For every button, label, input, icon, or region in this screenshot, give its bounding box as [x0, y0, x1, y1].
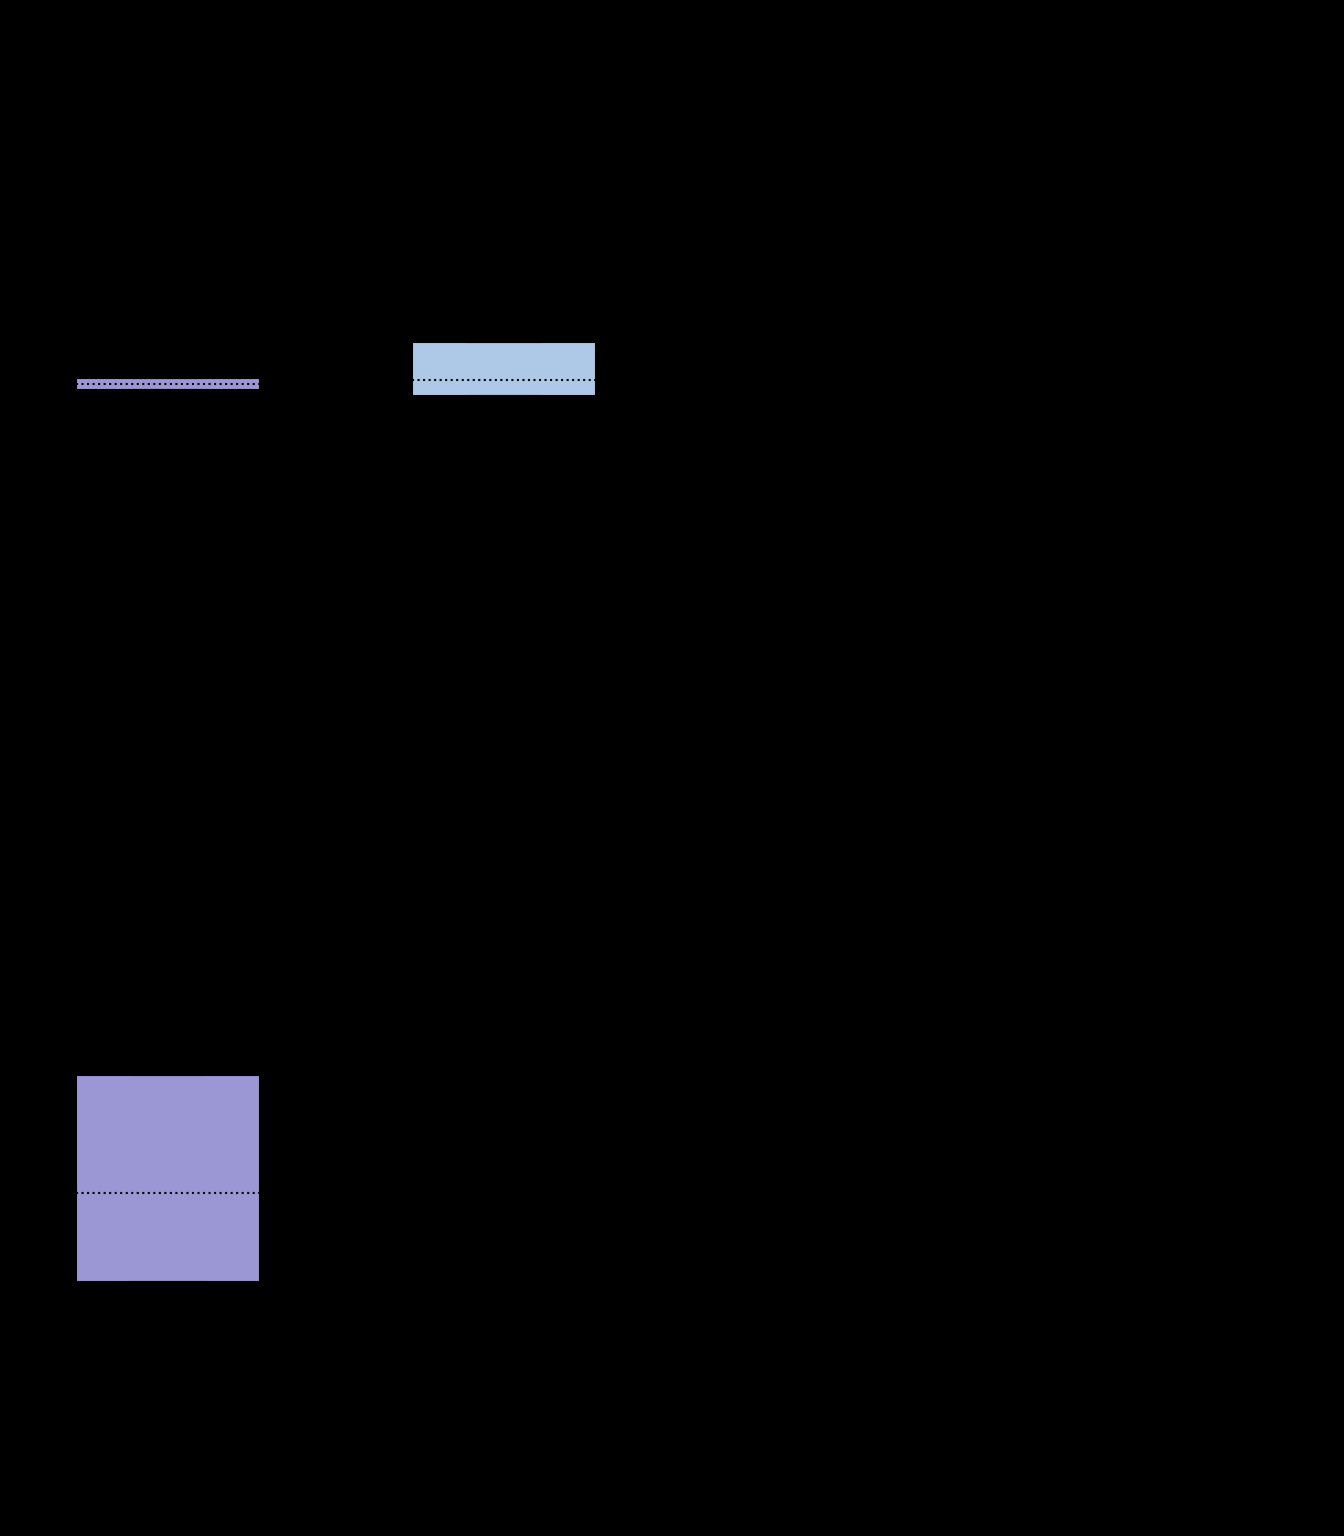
Bar	[747, 384, 933, 386]
Bar	[75, 1075, 261, 1283]
Bar	[75, 378, 261, 390]
Bar	[411, 343, 597, 396]
